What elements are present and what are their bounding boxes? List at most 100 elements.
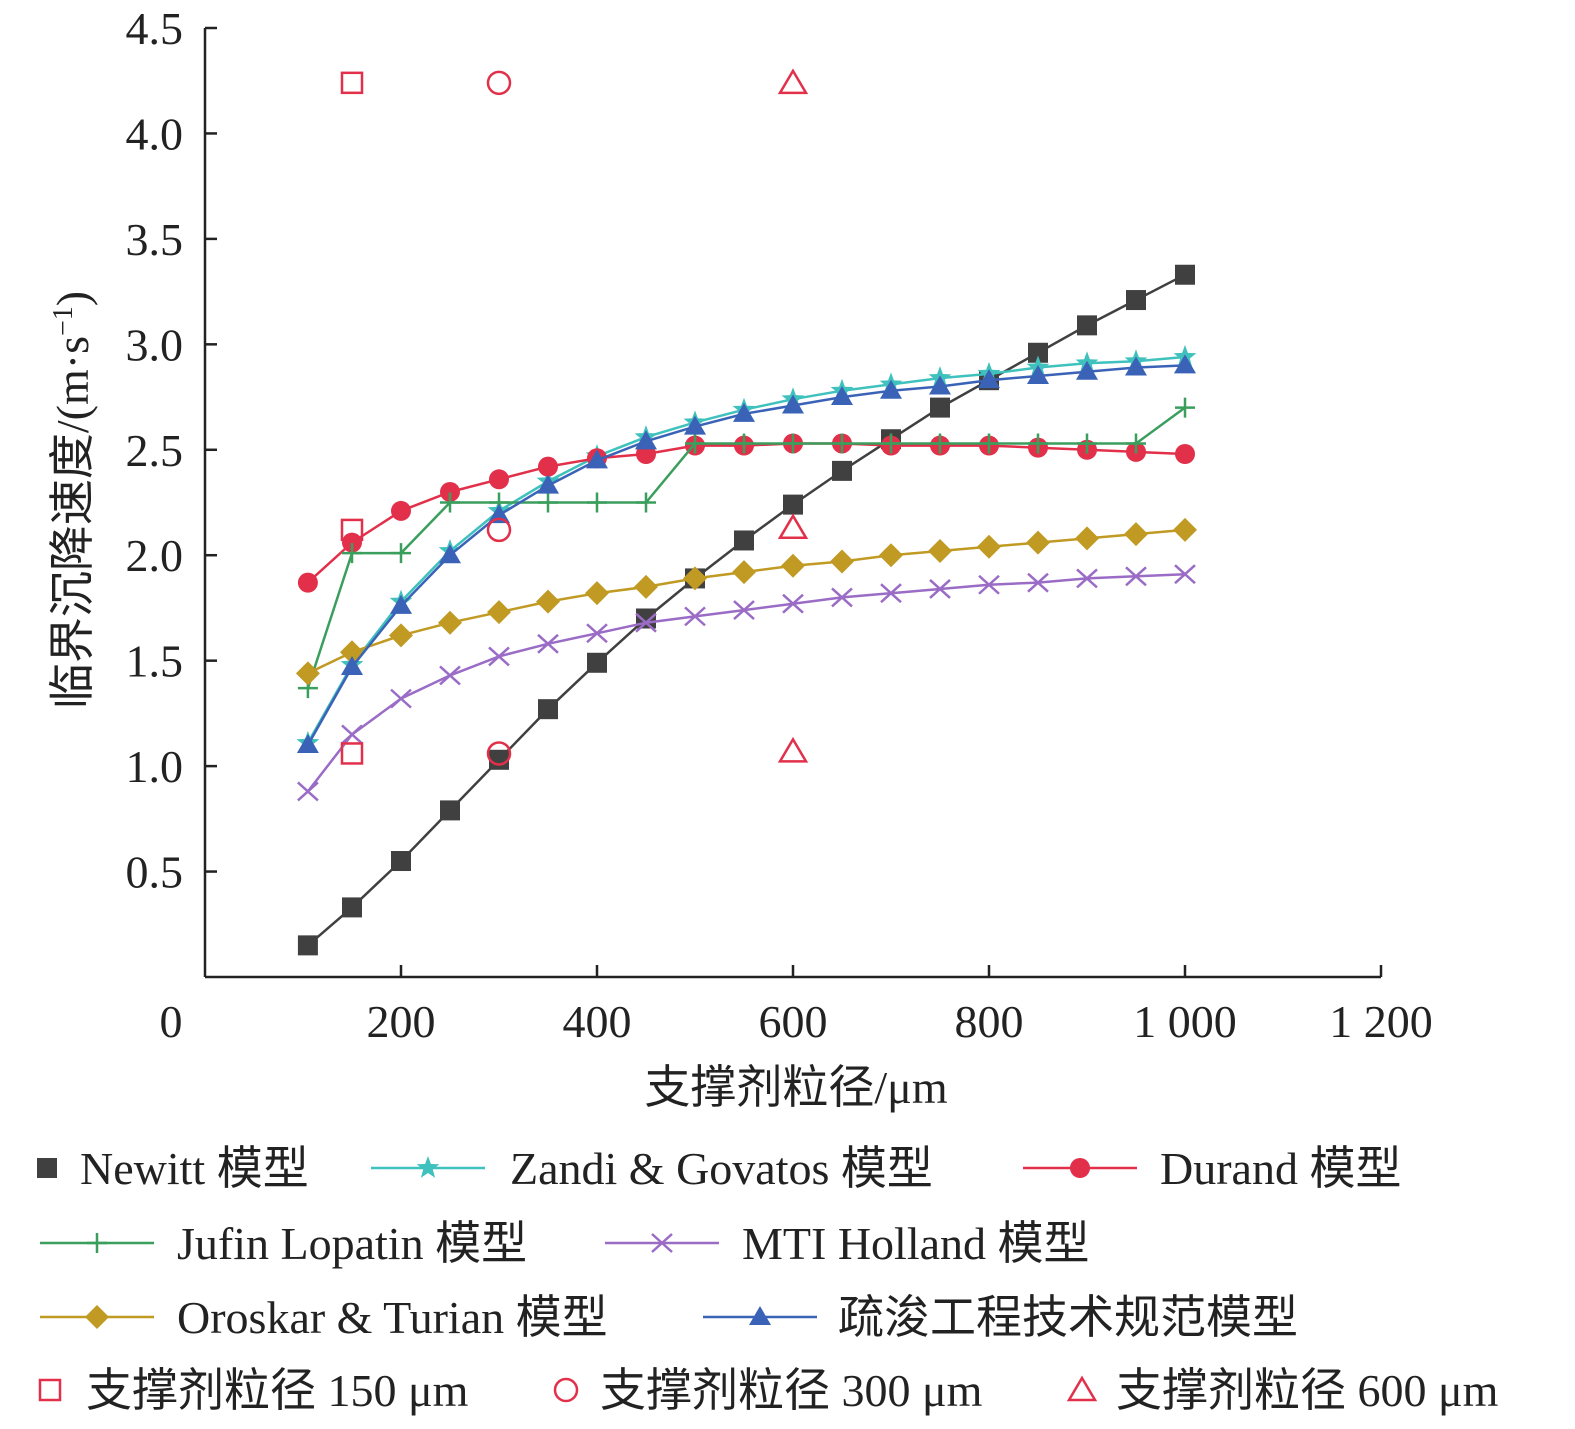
legend-label: Newitt 模型 (80, 1143, 309, 1194)
mti-point (1027, 572, 1049, 593)
x-tick-label: 1 000 (1133, 996, 1237, 1047)
jufin-point (538, 492, 558, 513)
newitt-point (440, 800, 460, 821)
oroskar-point (830, 549, 854, 574)
jufin-point (881, 433, 901, 454)
mti-point (488, 646, 510, 667)
durand-point (297, 572, 318, 593)
dredge-point (390, 594, 412, 614)
legend-label: Jufin Lopatin 模型 (177, 1218, 527, 1269)
mti-point (341, 724, 363, 745)
y-tick-label: 2.0 (126, 530, 184, 581)
newitt-point (1126, 290, 1146, 311)
y-tick-label: 3.5 (126, 214, 184, 265)
legend-label: 支撑剂粒径 300 μm (600, 1365, 983, 1416)
mti-point (880, 583, 902, 604)
oroskar-line (307, 528, 1186, 675)
series-jufin (297, 397, 1195, 699)
dredge-line (306, 364, 1186, 746)
y-axis-label-text: 临界沉降速度/(m·s−1) (47, 291, 98, 709)
mti-point (782, 593, 804, 614)
y-tick-label: 4.5 (126, 3, 184, 54)
legend-marker (553, 1377, 579, 1403)
legend-marker (85, 1305, 109, 1329)
legend-marker (749, 1306, 771, 1325)
dredge-point (929, 375, 951, 395)
legend-label: Durand 模型 (1160, 1143, 1401, 1194)
x-tick-label: 200 (367, 996, 436, 1047)
oroskar-point (536, 589, 560, 614)
legend: Newitt 模型 Zandi & Govatos 模型 Durand 模型 Jufi… (37, 1143, 1499, 1416)
legend-marker (1066, 1375, 1098, 1402)
newitt-point (930, 397, 950, 418)
legend-marker (416, 1156, 440, 1178)
jufin-point (440, 492, 460, 513)
oroskar-point (1124, 522, 1148, 547)
jufin-point (1175, 397, 1195, 418)
oroskar-point (634, 574, 658, 599)
dredge-point (586, 449, 608, 469)
x-axis-ticks: 0 200 400 600 800 1 000 1 200 (160, 965, 1433, 1047)
durand-point (391, 500, 411, 521)
reference-p300 (486, 70, 512, 766)
dredge-point (880, 379, 902, 399)
dredge-point (831, 386, 853, 406)
jufin-point (685, 433, 705, 454)
jufin-point (979, 433, 999, 454)
dredge-point (1076, 360, 1098, 380)
y-tick-label: 3.0 (126, 319, 184, 370)
dredge-point (537, 474, 559, 494)
x-tick-label: 400 (563, 996, 632, 1047)
legend-label: MTI Holland 模型 (742, 1218, 1090, 1269)
dredge-point (684, 415, 706, 435)
y-axis-label-close: ) (47, 291, 98, 306)
oroskar-point (683, 566, 707, 591)
oroskar-point (1173, 517, 1197, 542)
dredge-point (978, 369, 1000, 389)
oroskar-point (1026, 530, 1050, 555)
p600-point (777, 736, 809, 763)
legend-item-newitt: Newitt 模型 (37, 1143, 309, 1194)
legend-marker (38, 1378, 62, 1402)
p300-point (486, 517, 512, 543)
y-axis-label-sup: −1 (48, 306, 79, 336)
legend-item-mti: MTI Holland 模型 (605, 1218, 1090, 1269)
dredge-point (733, 402, 755, 422)
dredge-point (296, 734, 319, 754)
oroskar-point (781, 553, 805, 578)
jufin-point (1028, 433, 1048, 454)
y-tick-label: 4.0 (126, 108, 184, 159)
series-mti (297, 564, 1196, 802)
x-axis-label: 支撑剂粒径/μm (644, 1062, 947, 1113)
oroskar-point (879, 543, 903, 568)
y-tick-label: 1.0 (126, 741, 184, 792)
durand-point (1175, 443, 1195, 464)
oroskar-point (928, 539, 952, 564)
reference-p150 (340, 71, 364, 765)
reference-p600 (777, 68, 809, 763)
newitt-point (587, 652, 607, 673)
y-tick-label: 2.5 (126, 425, 184, 476)
oroskar-point (585, 581, 609, 606)
jufin-point (1126, 433, 1146, 454)
mti-point (978, 574, 1000, 595)
dredge-point (635, 430, 657, 450)
newitt-point (832, 460, 852, 481)
dredge-point (782, 394, 804, 414)
oroskar-point (389, 623, 413, 648)
legend-item-zandi: Zandi & Govatos 模型 (371, 1143, 933, 1194)
newitt-point (1028, 342, 1048, 363)
jufin-point (783, 433, 803, 454)
oroskar-point (438, 610, 462, 635)
plot-area (295, 68, 1197, 956)
mti-point (684, 606, 706, 627)
y-axis-label: 临界沉降速度/(m·s−1) (47, 291, 98, 709)
x-tick-label: 800 (955, 996, 1024, 1047)
legend-label: 支撑剂粒径 600 μm (1116, 1365, 1499, 1416)
jufin-point (342, 543, 362, 564)
newitt-point (783, 494, 803, 515)
jufin-point (930, 433, 950, 454)
dredge-point (1027, 364, 1049, 384)
mti-point (1174, 564, 1196, 585)
